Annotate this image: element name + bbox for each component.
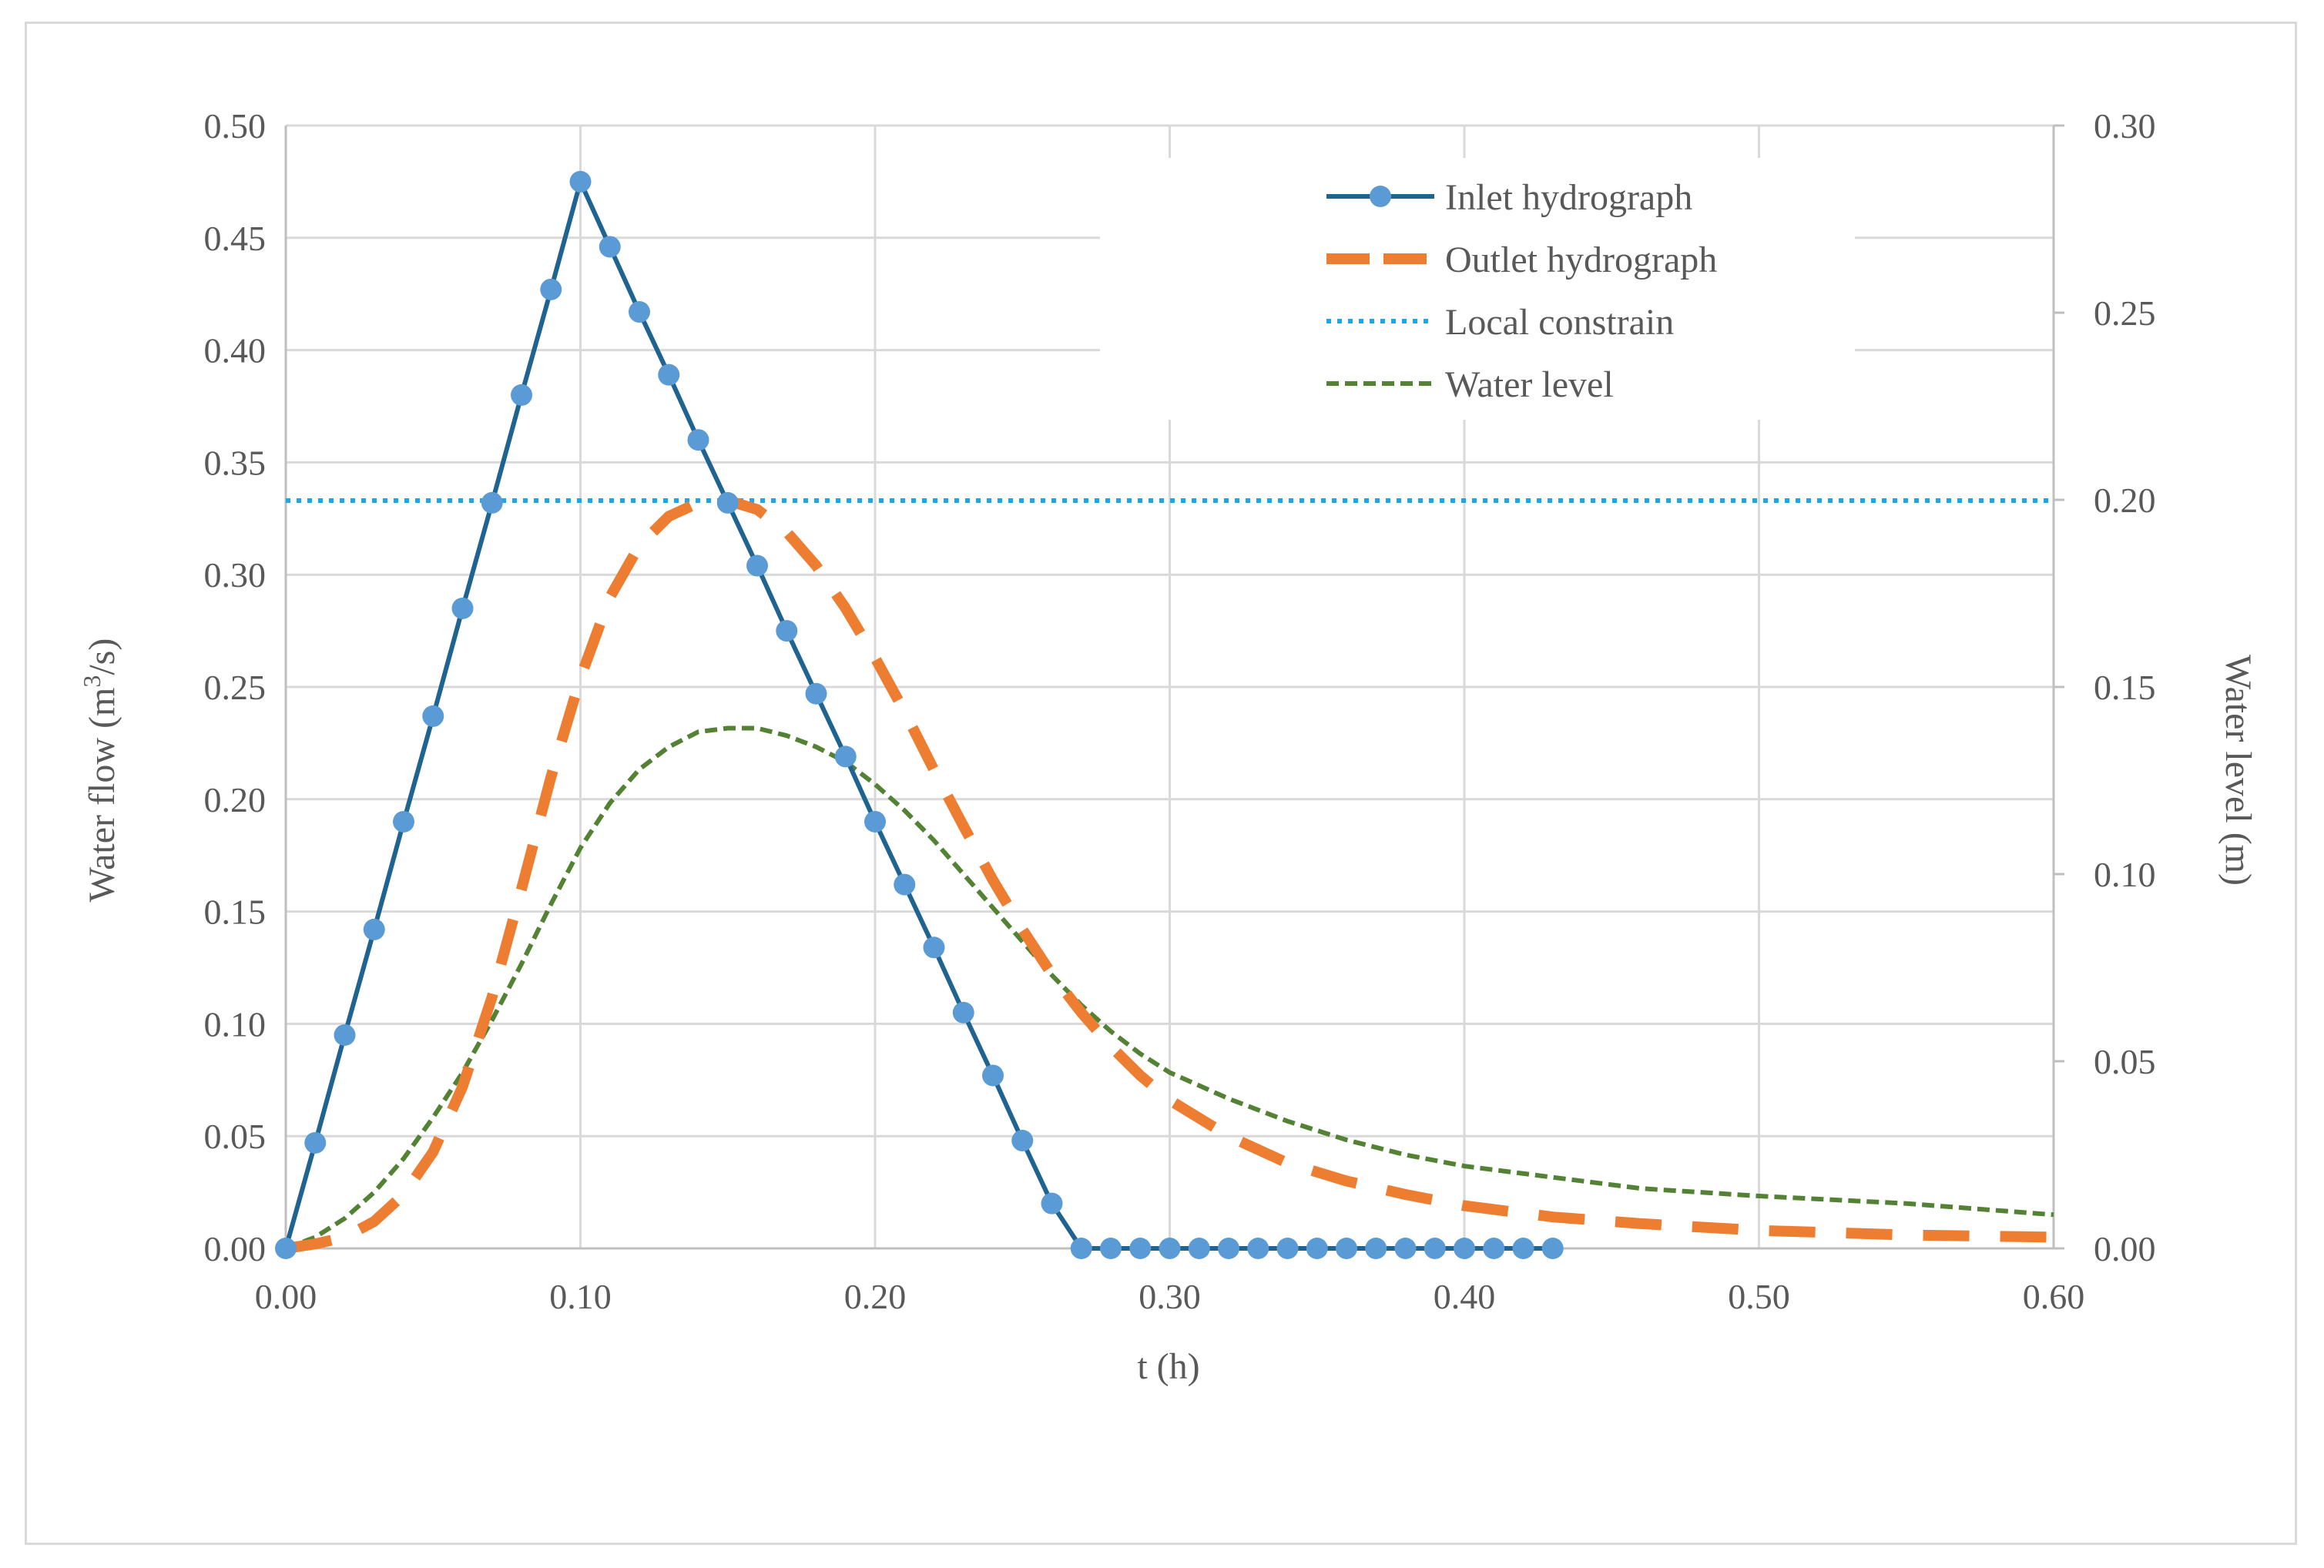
y-tick-label: 0.00	[204, 1229, 267, 1268]
y-tick-label: 0.30	[204, 555, 267, 595]
data-point-inlet	[511, 384, 532, 406]
legend-marker-inlet	[1370, 186, 1391, 207]
legend-label-constrain: Local constrain	[1445, 302, 1674, 343]
data-point-inlet	[658, 364, 680, 386]
y2-axis-title: Water level (m)	[2218, 655, 2259, 886]
y-tick-label: 0.25	[204, 668, 267, 707]
x-tick-label: 0.40	[1434, 1277, 1496, 1316]
data-point-inlet	[393, 810, 414, 833]
y-tick-label: 0.15	[204, 893, 267, 932]
data-point-inlet	[1541, 1238, 1564, 1259]
data-point-inlet	[1365, 1238, 1387, 1259]
y-tick-label: 0.10	[204, 1004, 267, 1044]
x-tick-label: 0.00	[255, 1277, 317, 1316]
y-tick-label: 0.40	[204, 331, 267, 370]
data-point-inlet	[1159, 1238, 1181, 1259]
y2-tick-label: 0.10	[2094, 855, 2156, 894]
data-point-inlet	[304, 1131, 327, 1154]
legend-item-water-level: Water level	[1326, 364, 1614, 405]
legend: Inlet hydrograph Outlet hydrograph Local…	[1100, 158, 1855, 420]
data-point-inlet	[1483, 1238, 1505, 1259]
y2-tick-label: 0.15	[2094, 668, 2156, 707]
data-point-inlet	[805, 682, 827, 705]
data-point-inlet	[716, 491, 739, 514]
data-point-inlet	[1247, 1238, 1269, 1259]
data-point-inlet	[540, 278, 562, 300]
legend-label-outlet: Outlet hydrograph	[1445, 240, 1717, 280]
series-layer	[275, 170, 2054, 1259]
tick-labels: 0.00 0.05 0.10 0.15 0.20 0.25 0.30 0.35 0.40 0.45…	[204, 106, 2156, 1316]
y2-tick-label: 0.20	[2094, 481, 2156, 520]
legend-item-constrain: Local constrain	[1326, 302, 1674, 343]
data-point-inlet	[451, 597, 474, 619]
data-point-inlet	[687, 429, 709, 451]
y-tick-label: 0.50	[204, 106, 267, 146]
data-point-inlet	[952, 1001, 974, 1024]
data-point-inlet	[1336, 1238, 1357, 1259]
data-point-inlet	[1424, 1238, 1446, 1259]
data-point-inlet	[275, 1238, 297, 1259]
y-tick-label: 0.05	[204, 1117, 267, 1156]
data-point-inlet	[629, 301, 650, 323]
data-point-inlet	[1100, 1238, 1122, 1259]
legend-item-outlet: Outlet hydrograph	[1326, 240, 1717, 280]
x-tick-label: 0.10	[549, 1277, 612, 1316]
series-line-outlet-hydrograph	[284, 495, 2054, 1254]
legend-item-inlet: Inlet hydrograph	[1326, 177, 1692, 218]
y-axis-title: Water flow (m3/s)	[78, 638, 122, 903]
data-point-inlet	[1512, 1238, 1534, 1259]
y-tick-label: 0.35	[204, 443, 267, 482]
data-point-inlet	[1129, 1238, 1152, 1259]
data-point-inlet	[422, 705, 444, 727]
x-tick-label: 0.60	[2023, 1277, 2085, 1316]
data-point-inlet	[1070, 1238, 1092, 1259]
y-tick-label: 0.20	[204, 780, 267, 819]
data-point-inlet	[363, 918, 385, 940]
y2-tick-label: 0.30	[2094, 106, 2156, 146]
y2-tick-label: 0.05	[2094, 1042, 2156, 1081]
data-point-inlet	[746, 554, 768, 577]
data-point-inlet	[1011, 1130, 1034, 1152]
data-point-inlet	[923, 936, 945, 959]
y-axis-title-unit: /s)	[82, 638, 122, 675]
data-point-inlet	[1218, 1238, 1239, 1259]
data-point-inlet	[894, 873, 916, 896]
y-axis-title-main: Water flow (m	[82, 688, 122, 903]
data-point-inlet	[864, 810, 886, 833]
x-tick-label: 0.30	[1139, 1277, 1201, 1316]
data-point-inlet	[982, 1064, 1004, 1087]
data-point-inlet	[834, 745, 857, 768]
x-tick-label: 0.20	[844, 1277, 907, 1316]
data-point-inlet	[776, 620, 798, 642]
x-axis-title: t (h)	[1137, 1346, 1199, 1387]
y-axis-title-superscript: 3	[78, 675, 106, 688]
data-point-inlet	[569, 170, 592, 193]
data-point-inlet	[334, 1024, 356, 1046]
data-point-inlet	[1041, 1192, 1063, 1215]
data-point-inlet	[599, 236, 621, 258]
data-point-inlet	[1306, 1238, 1328, 1259]
data-point-inlet	[1394, 1238, 1417, 1259]
data-point-inlet	[1276, 1238, 1299, 1259]
legend-label-water-level: Water level	[1445, 364, 1614, 405]
y2-tick-label: 0.25	[2094, 293, 2156, 333]
y2-tick-label: 0.00	[2094, 1229, 2156, 1268]
data-point-inlet	[1454, 1238, 1475, 1259]
data-point-inlet	[481, 491, 503, 514]
legend-background	[1100, 158, 1855, 420]
x-tick-label: 0.50	[1728, 1277, 1790, 1316]
y-tick-label: 0.45	[204, 219, 267, 258]
data-point-inlet	[1188, 1238, 1210, 1259]
legend-label-inlet: Inlet hydrograph	[1445, 177, 1692, 218]
